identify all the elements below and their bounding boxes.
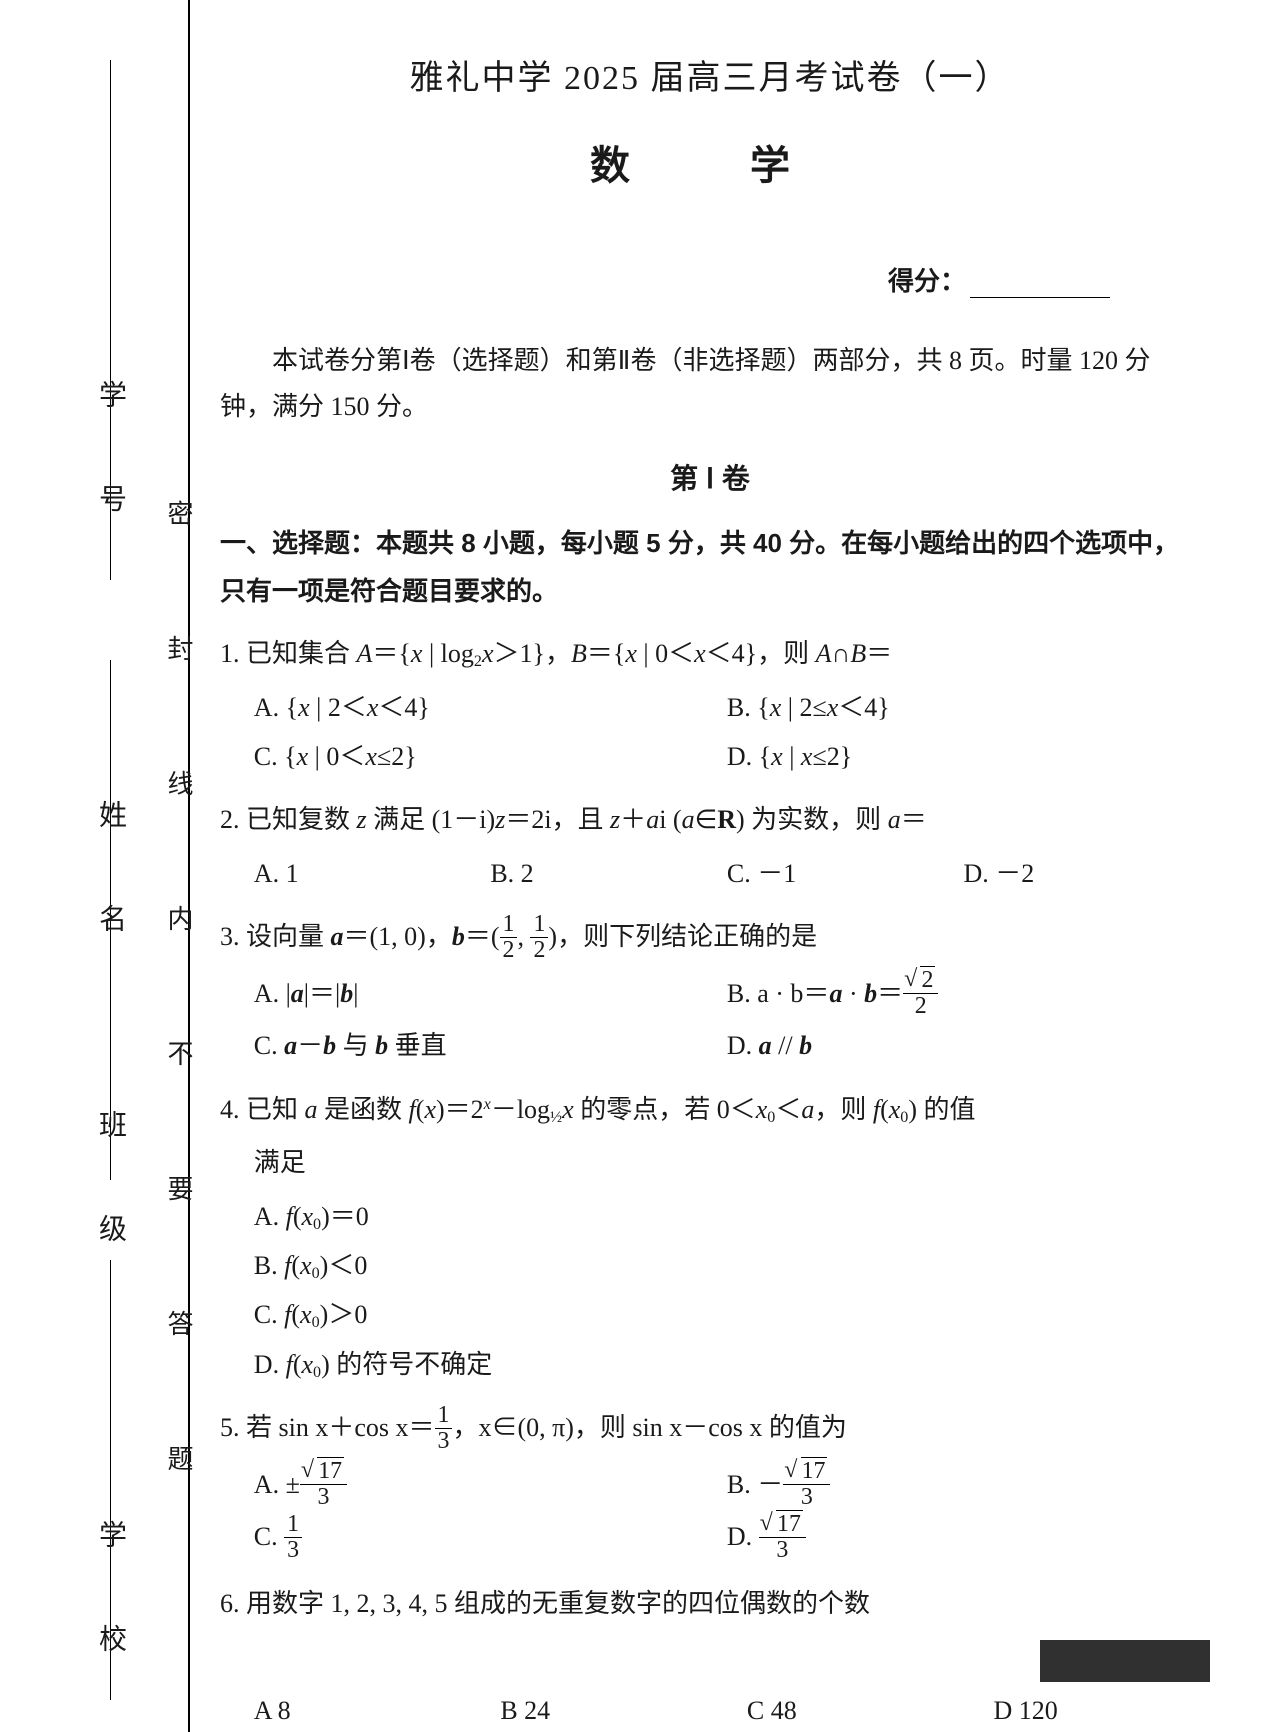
q4-options: A. f(x0)＝0 B. f(x0)＜0 C. f(x0)＞0 D. f(x0… <box>220 1192 1200 1390</box>
question-2: 2. 已知复数 z 满足 (1－i)z＝2i，且 z＋ai (a∈R) 为实数，… <box>220 795 1200 898</box>
q1-opt-b: B. {x | 2≤x＜4} <box>727 683 1200 732</box>
q5-stem-post: ，x∈(0, π)，则 sin x－cos x 的值为 <box>452 1413 846 1442</box>
q2-options: A. 1 B. 2 C. －1 D. －2 <box>220 849 1200 898</box>
question-2-stem: 2. 已知复数 z 满足 (1－i)z＝2i，且 z＋ai (a∈R) 为实数，… <box>220 795 1200 844</box>
q5-d-pre: D. <box>727 1522 759 1551</box>
q5-opt-a: A. ±173 <box>254 1460 727 1513</box>
q1-opt-d: D. {x | x≤2} <box>727 732 1200 781</box>
question-4: 4. 已知 a 是函数 f(x)＝2x－log½x 的零点，若 0＜x0＜a，则… <box>220 1085 1200 1389</box>
q2-opt-c: C. －1 <box>727 849 964 898</box>
binding-strip: 学 号 姓 名 班 级 学 校 密 封 线 内 不 要 答 题 <box>0 0 220 1732</box>
q5-options: A. ±173 B. －173 C. 13 D. 173 <box>220 1460 1200 1565</box>
q1-options: A. {x | 2＜x＜4} B. {x | 2≤x＜4} C. {x | 0＜… <box>220 683 1200 782</box>
q2-opt-b: B. 2 <box>490 849 727 898</box>
question-5: 5. 若 sin x＋cos x＝13，x∈(0, π)，则 sin x－cos… <box>220 1403 1200 1565</box>
q6-opt-c: C 48 <box>747 1696 994 1726</box>
q3-options: A. |a|＝|b| B. a · b＝a · b＝22 C. a－b 与 b … <box>220 969 1200 1071</box>
seal-line-text: 密 封 线 内 不 要 答 题 <box>160 500 197 1511</box>
score-line: 得分： <box>220 261 1200 298</box>
q1-opt-a: A. {x | 2＜x＜4} <box>254 683 727 732</box>
content-area: 雅礼中学 2025 届高三月考试卷（一） 数 学 得分： 本试卷分第Ⅰ卷（选择题… <box>220 30 1240 1642</box>
sidebar-label-class: 班 级 <box>90 1110 130 1266</box>
q1-stem-post: ＝ <box>866 639 892 668</box>
q5-opt-c: C. 13 <box>254 1512 727 1565</box>
q2-opt-a: A. 1 <box>254 849 491 898</box>
exam-intro: 本试卷分第Ⅰ卷（选择题）和第Ⅱ卷（非选择题）两部分，共 8 页。时量 120 分… <box>220 338 1200 429</box>
question-6-stem: 6. 用数字 1, 2, 3, 4, 5 组成的无重复数字的四位偶数的个数 <box>220 1579 1200 1628</box>
question-5-stem: 5. 若 sin x＋cos x＝13，x∈(0, π)，则 sin x－cos… <box>220 1403 1200 1456</box>
sidebar-label-school: 学 校 <box>90 1520 130 1676</box>
q4-opt-d: D. f(x0) 的符号不确定 <box>254 1340 1200 1389</box>
q5-a-pre: A. ± <box>254 1470 300 1499</box>
q6-options-partial: A 8 B 24 C 48 D 120 <box>220 1696 1240 1726</box>
q2-opt-d: D. －2 <box>963 849 1200 898</box>
smudge-overlay <box>1040 1640 1210 1682</box>
section-1-heading: 一、选择题：本题共 8 小题，每小题 5 分，共 40 分。在每小题给出的四个选… <box>220 519 1200 615</box>
exam-page: 学 号 姓 名 班 级 学 校 密 封 线 内 不 要 答 题 雅礼中学 202… <box>0 0 1280 1732</box>
q3-opt-c: C. a－b 与 b 垂直 <box>254 1021 727 1070</box>
q6-opt-a: A 8 <box>254 1696 501 1726</box>
question-1-stem: 1. 已知集合 A＝{x | log2x＞1}，B＝{x | 0＜x＜4}，则 … <box>220 629 1200 678</box>
score-label: 得分： <box>888 266 966 296</box>
score-blank <box>970 297 1110 298</box>
q3-opt-a: A. |a|＝|b| <box>254 969 727 1022</box>
question-6: 6. 用数字 1, 2, 3, 4, 5 组成的无重复数字的四位偶数的个数 <box>220 1579 1200 1628</box>
q5-b-pre: B. － <box>727 1470 783 1499</box>
q1-opt-c: C. {x | 0＜x≤2} <box>254 732 727 781</box>
q3-opt-d: D. a // b <box>727 1021 1200 1070</box>
question-1: 1. 已知集合 A＝{x | log2x＞1}，B＝{x | 0＜x＜4}，则 … <box>220 629 1200 781</box>
question-3: 3. 设向量 a＝(1, 0)，b＝(12, 12)，则下列结论正确的是 A. … <box>220 912 1200 1071</box>
exam-title: 雅礼中学 2025 届高三月考试卷（一） <box>220 50 1200 99</box>
q1-stem-pre: 1. 已知集合 <box>220 639 357 668</box>
sidebar-label-student-id: 学 号 <box>90 380 130 536</box>
q6-opt-b: B 24 <box>500 1696 747 1726</box>
q4-opt-a: A. f(x0)＝0 <box>254 1192 1200 1241</box>
q4-opt-c: C. f(x0)＞0 <box>254 1290 1200 1339</box>
q5-opt-b: B. －173 <box>727 1460 1200 1513</box>
q5-stem-pre: 5. 若 sin x＋cos x＝ <box>220 1413 435 1442</box>
q4-opt-b: B. f(x0)＜0 <box>254 1241 1200 1290</box>
sidebar-label-name: 姓 名 <box>90 800 130 956</box>
question-3-stem: 3. 设向量 a＝(1, 0)，b＝(12, 12)，则下列结论正确的是 <box>220 912 1200 965</box>
q6-opt-d: D 120 <box>993 1696 1240 1726</box>
q3-opt-b-pre: B. a · b＝ <box>727 979 830 1008</box>
question-4-stem-2: 满足 <box>220 1138 1200 1187</box>
q3-opt-b: B. a · b＝a · b＝22 <box>727 969 1200 1022</box>
q5-opt-d: D. 173 <box>727 1512 1200 1565</box>
q3-stem-pre: 3. 设向量 <box>220 922 331 951</box>
q5-c-pre: C. <box>254 1522 284 1551</box>
question-4-stem: 4. 已知 a 是函数 f(x)＝2x－log½x 的零点，若 0＜x0＜a，则… <box>220 1085 1200 1134</box>
q3-stem-post: ，则下列结论正确的是 <box>557 922 817 951</box>
exam-subject: 数 学 <box>220 133 1200 191</box>
part-1-heading: 第 Ⅰ 卷 <box>220 457 1200 497</box>
